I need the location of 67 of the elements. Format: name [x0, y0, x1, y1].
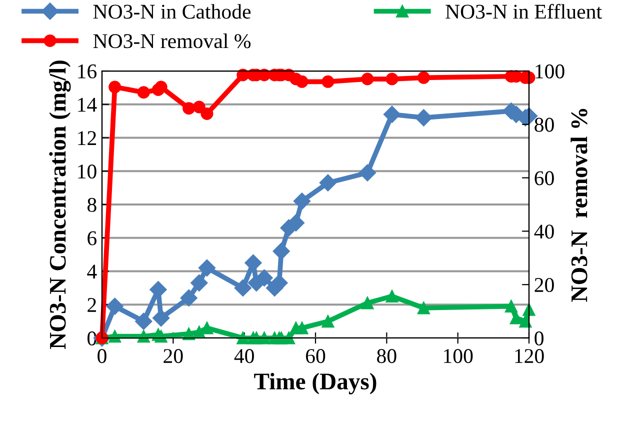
legend-label: NO3-N in Cathode [93, 4, 251, 19]
y-tick-label: 2 [88, 298, 96, 312]
x-tick-label: 40 [234, 349, 254, 364]
point [182, 102, 196, 115]
point [198, 259, 216, 276]
y2-tick-label: 20 [534, 278, 554, 292]
y-tick-label: 12 [78, 131, 96, 145]
x-tick-label: 80 [377, 349, 396, 364]
point [256, 269, 273, 286]
point [154, 80, 168, 94]
y-tick-label: 4 [87, 264, 97, 278]
point [108, 80, 122, 94]
x-tick-label: 120 [515, 349, 544, 364]
y2-tick-label: 40 [534, 224, 554, 239]
point [258, 332, 271, 344]
y-tick-label: 16 [78, 64, 97, 78]
point [152, 309, 170, 327]
point [190, 274, 208, 292]
legend-label: NO3-N removal % [93, 34, 251, 48]
y-tick-label: 14 [78, 98, 97, 112]
point [106, 298, 124, 315]
y2-tick-label: 80 [534, 118, 554, 132]
y2-tick-label: 60 [534, 171, 554, 186]
y-axis-title: NO3-N Concentration (mg/l) [49, 60, 71, 349]
point [236, 332, 250, 344]
point [296, 75, 308, 88]
y2-tick-label: 0 [534, 331, 544, 346]
point [417, 302, 430, 314]
point [358, 164, 376, 182]
legend-label: NO3-N in Effluent [446, 4, 602, 19]
point [522, 303, 536, 316]
point [272, 242, 290, 260]
point [154, 330, 168, 343]
x-tick-label: 20 [164, 349, 183, 364]
point [415, 109, 432, 126]
point [519, 315, 532, 328]
point [361, 72, 374, 86]
point [180, 289, 198, 306]
point [296, 322, 308, 334]
y-tick-label: 8 [88, 198, 96, 212]
point [510, 312, 522, 324]
x-tick-label: 0 [98, 349, 106, 364]
x-tick-label: 60 [306, 349, 326, 364]
x-axis-title: Time (Days) [254, 372, 376, 394]
point [234, 279, 252, 296]
point [135, 312, 152, 330]
point [383, 106, 401, 123]
point [108, 330, 122, 343]
point [417, 71, 430, 84]
point [137, 330, 150, 343]
point [322, 315, 334, 328]
point [282, 332, 296, 344]
y2-axis-title: NO3-N removal % [570, 108, 588, 302]
point [319, 174, 337, 192]
point [293, 192, 311, 210]
point [322, 75, 334, 88]
point [361, 296, 374, 310]
point [200, 107, 214, 120]
point [386, 290, 398, 303]
y-tick-label: 6 [88, 231, 97, 246]
point [137, 86, 150, 99]
y-tick-label: 10 [78, 164, 96, 179]
y2-tick-label: 100 [536, 64, 564, 78]
x-tick-label: 100 [444, 349, 473, 364]
point [386, 72, 398, 86]
point [192, 100, 206, 114]
point [504, 300, 518, 313]
